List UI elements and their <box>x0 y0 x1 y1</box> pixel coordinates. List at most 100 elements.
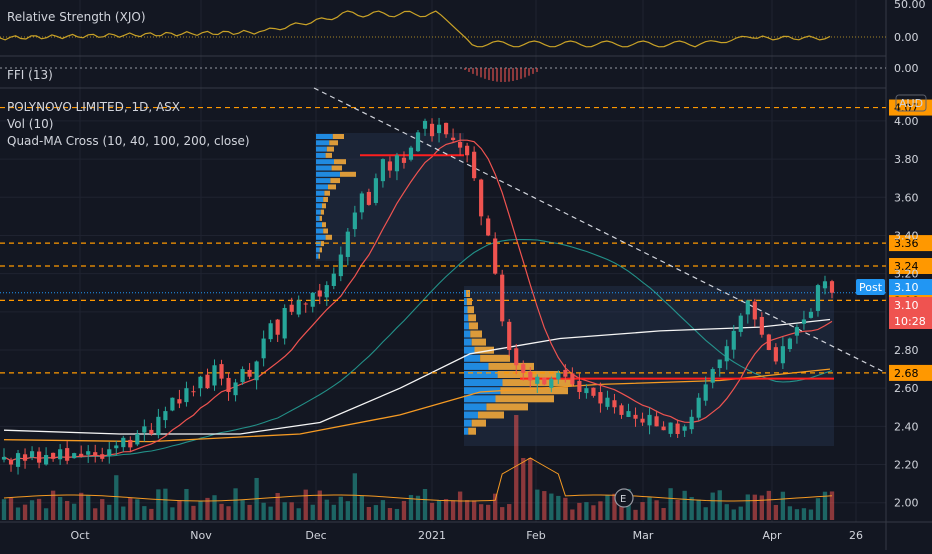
candle-body <box>184 388 189 403</box>
ffi-bar <box>512 68 514 81</box>
ffi-title: FFI (13) <box>7 68 53 82</box>
price-level-tag <box>889 364 932 381</box>
volume-bar <box>808 509 814 520</box>
candle-body <box>324 285 329 298</box>
volume-bar <box>149 508 154 520</box>
candle-body <box>570 373 575 385</box>
vp1-bar-down <box>331 165 342 171</box>
volume-bar <box>121 506 126 520</box>
candle-body <box>254 361 259 381</box>
volume-bar <box>493 493 498 520</box>
vp1-bar-up <box>316 234 326 240</box>
volume-bar <box>359 495 365 520</box>
volume-bar <box>128 497 133 520</box>
volume-bar <box>303 489 308 520</box>
vp1-bar-down <box>330 178 340 184</box>
candle-body <box>500 274 505 322</box>
volume-bar <box>247 504 252 520</box>
volume-bar <box>703 507 708 520</box>
currency-badge[interactable] <box>895 94 927 112</box>
vp2-bar-down <box>470 330 482 338</box>
ffi-bar <box>488 68 490 81</box>
candle-body <box>149 429 154 434</box>
vp2-bar-up <box>464 379 503 387</box>
candle-body <box>801 319 807 324</box>
candle-body <box>394 155 400 172</box>
vp2-bar-down <box>467 306 474 314</box>
volume-bar <box>275 492 280 520</box>
volume-bar <box>240 500 245 520</box>
x-tick-label: Mar <box>633 529 654 542</box>
vp2-bar-up <box>464 306 468 314</box>
moving-averages-layer <box>3 139 833 462</box>
vp1-bar-up <box>316 209 321 215</box>
candles-layer <box>1 117 835 475</box>
volume-bar <box>163 488 168 520</box>
vp2-bar-up <box>464 354 481 362</box>
candle-body <box>507 321 512 350</box>
candle-body <box>465 145 470 156</box>
quadma-title: Quad-MA Cross (10, 40, 100, 200, close) <box>7 134 250 148</box>
volume-bar <box>633 509 638 520</box>
volume-bar <box>661 508 666 520</box>
vp1-bar-down <box>324 190 330 196</box>
earnings-marker[interactable] <box>614 488 634 508</box>
vp2-bar-up <box>464 338 472 346</box>
y-tick-label: 3.80 <box>894 153 919 166</box>
vp1-bar-down <box>325 152 332 158</box>
vp1-bar-up <box>316 159 334 165</box>
volume-bar <box>528 458 533 520</box>
vp1-bar-up <box>316 247 320 253</box>
x-tick-label: 26 <box>849 529 863 542</box>
candle-body <box>170 397 175 411</box>
ffi-bar <box>484 68 486 79</box>
volume-bar <box>198 500 203 520</box>
candle-body <box>535 376 540 384</box>
volume-bar <box>773 504 779 520</box>
volume-bar <box>205 497 210 520</box>
candle-body <box>752 301 757 320</box>
candle-body <box>549 378 554 388</box>
candle-body <box>703 384 708 401</box>
vp1-bar-up <box>316 228 324 234</box>
volume-bar <box>1 499 7 520</box>
vp2-bar-down <box>474 346 494 354</box>
volume-bar <box>22 504 28 520</box>
ffi-bar <box>504 68 506 82</box>
candle-body <box>479 179 484 217</box>
volume-bar <box>815 498 821 520</box>
vp1-bar-up <box>316 222 322 228</box>
vp1-bar-down <box>326 146 334 152</box>
volume-bar <box>142 506 147 520</box>
volume-bar <box>15 507 21 520</box>
candle-body <box>766 334 771 350</box>
volume-bar <box>605 494 610 520</box>
volume-bar <box>380 500 386 520</box>
volume-bar <box>289 502 294 520</box>
volume-bar <box>787 506 793 520</box>
vp2-bar-down <box>471 419 486 427</box>
volume-bar <box>654 500 659 520</box>
volume-bar <box>443 499 449 520</box>
volume-bar <box>450 500 456 520</box>
vp2-bar-up <box>464 362 489 370</box>
x-tick-label: Apr <box>762 529 782 542</box>
volume-bar <box>43 508 49 520</box>
candle-body <box>352 212 357 230</box>
volume-bar <box>752 494 757 520</box>
vp2-bar-up <box>464 387 501 395</box>
post-price-tag <box>889 279 932 295</box>
countdown-value: 10:28 <box>894 315 926 328</box>
vp2-bar-up <box>464 298 467 306</box>
volume-bar <box>507 504 512 520</box>
candle-body <box>128 439 133 448</box>
volume-bar <box>471 500 477 520</box>
relative-strength-pane <box>0 10 886 48</box>
candle-body <box>542 377 547 385</box>
price-level-tag <box>889 235 932 252</box>
volume-bar <box>50 490 56 520</box>
